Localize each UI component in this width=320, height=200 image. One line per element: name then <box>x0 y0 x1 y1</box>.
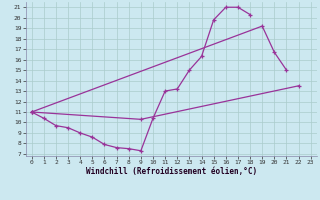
X-axis label: Windchill (Refroidissement éolien,°C): Windchill (Refroidissement éolien,°C) <box>86 167 257 176</box>
